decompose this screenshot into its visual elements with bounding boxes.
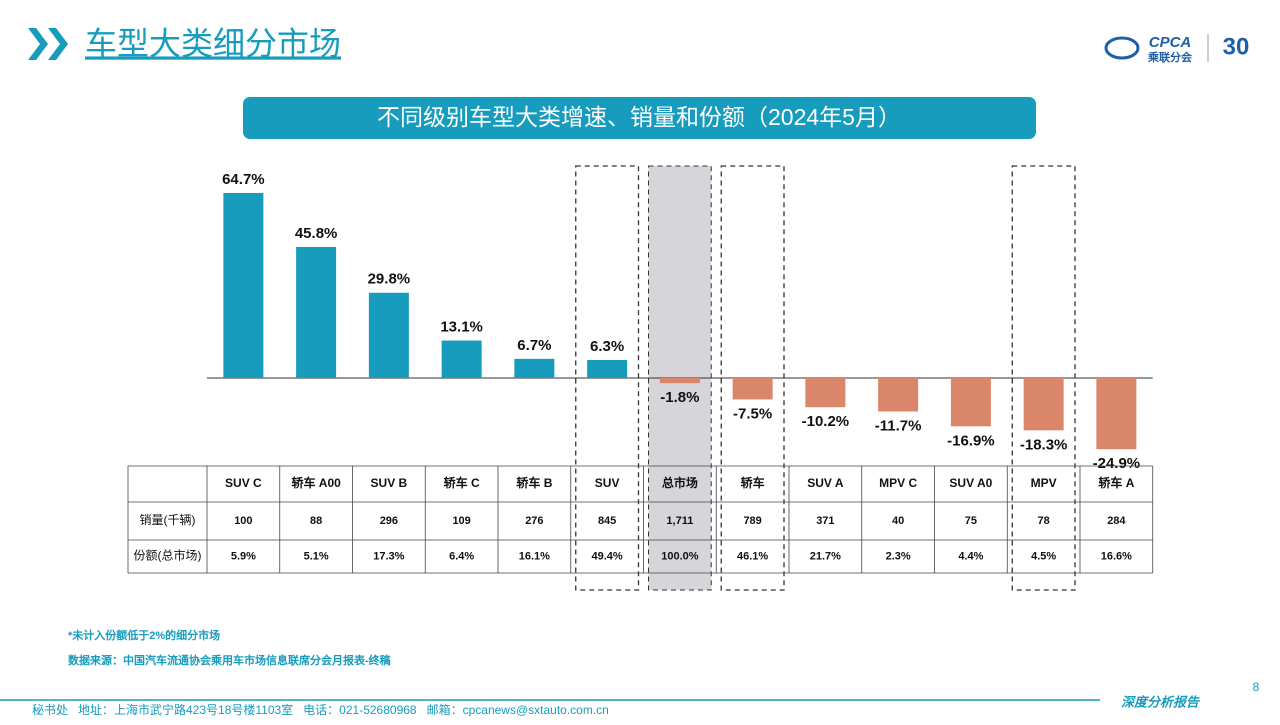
- table-cell: 371: [816, 515, 834, 527]
- value-label: 6.7%: [517, 337, 551, 354]
- table-cell: 4.5%: [1031, 550, 1056, 562]
- note: *未计入份额低于2%的细分市场: [68, 628, 220, 642]
- table-cell: 296: [380, 515, 398, 527]
- table-cell: 49.4%: [592, 550, 623, 562]
- table-cell: 21.7%: [810, 550, 841, 562]
- column-header: 轿车 B: [516, 475, 552, 490]
- table-cell: 16.6%: [1101, 550, 1132, 562]
- table-cell: 789: [743, 515, 761, 527]
- bar: [1023, 378, 1064, 431]
- value-label: -10.2%: [802, 413, 850, 430]
- table-cell: 100.0%: [661, 550, 699, 562]
- value-label: 29.8%: [368, 271, 411, 288]
- chevron-icon: [28, 28, 68, 60]
- bar: [296, 247, 337, 378]
- bar: [659, 378, 700, 384]
- column-header: 轿车 A: [1098, 475, 1134, 490]
- value-label: -18.3%: [1020, 436, 1068, 453]
- table-cell: 40: [892, 515, 904, 527]
- column-header: 总市场: [662, 475, 698, 490]
- logo-subtext: 乘联分会: [1147, 50, 1193, 64]
- footer-contact: 秘书处 地址：上海市武宁路423号18号楼1103室 电话：021-526809…: [32, 702, 609, 717]
- table-cell: 4.4%: [958, 550, 983, 562]
- footer-tag: 深度分析报告: [1121, 694, 1201, 709]
- value-label: -24.9%: [1093, 455, 1141, 472]
- value-label: 6.3%: [590, 338, 624, 355]
- column-header: 轿车 A00: [291, 475, 341, 490]
- chart: 64.7% 45.8% 29.8% 13.1% 6.7% 6.3% -1.8% -7.5% -1…: [127, 165, 1154, 591]
- bar: [1096, 378, 1137, 450]
- table-cell: 845: [598, 515, 616, 527]
- logo-mark: [1104, 36, 1140, 60]
- column-header: SUV A0: [949, 476, 992, 490]
- bar: [950, 378, 991, 427]
- logo-text: CPCA: [1149, 34, 1192, 51]
- bar: [368, 292, 409, 378]
- bar: [878, 378, 919, 412]
- chart-title-band: [243, 97, 1036, 139]
- table-cell: 100: [234, 515, 252, 527]
- value-label: -1.8%: [660, 389, 699, 406]
- table-cell: 17.3%: [373, 550, 404, 562]
- table-cell: 16.1%: [519, 550, 550, 562]
- bar: [587, 359, 628, 378]
- table-cell: 75: [965, 515, 977, 527]
- table-cell: 78: [1038, 515, 1050, 527]
- table-cell: 88: [310, 515, 322, 527]
- row-label: 份额(总市场): [134, 548, 202, 563]
- value-label: 45.8%: [295, 225, 338, 242]
- value-label: -16.9%: [947, 432, 995, 449]
- column-header: MPV C: [879, 476, 917, 490]
- value-label: 64.7%: [222, 171, 265, 188]
- anniversary: 30: [1223, 33, 1250, 60]
- table-cell: 46.1%: [737, 550, 768, 562]
- table-cell: 276: [525, 515, 543, 527]
- bar: [732, 378, 773, 400]
- chart-title: 不同级别车型大类增速、销量和份额（2024年5月）: [377, 104, 901, 130]
- page-title: 车型大类细分市场: [85, 25, 341, 61]
- value-label: -7.5%: [733, 405, 772, 422]
- column-header: SUV A: [807, 476, 844, 490]
- value-label: 13.1%: [440, 319, 483, 336]
- table-cell: 6.4%: [449, 550, 474, 562]
- value-label: -11.7%: [875, 417, 922, 434]
- page-number: 8: [1253, 680, 1260, 694]
- column-header: SUV: [595, 476, 620, 490]
- bar: [514, 358, 555, 378]
- column-header: 轿车 C: [444, 475, 480, 490]
- note: 数据来源：中国汽车流通协会乘用车市场信息联席分会月报表-终稿: [68, 653, 391, 667]
- column-header: SUV B: [371, 476, 408, 490]
- table-cell: 284: [1107, 515, 1126, 527]
- column-header: SUV C: [225, 476, 262, 490]
- bar: [441, 340, 482, 378]
- table-cell: 109: [452, 515, 470, 527]
- table-cell: 2.3%: [886, 550, 911, 562]
- bar: [223, 192, 264, 378]
- column-header: 轿车: [741, 475, 765, 490]
- table-cell: 5.1%: [304, 550, 329, 562]
- table-cell: 1,711: [666, 515, 693, 527]
- column-header: MPV: [1031, 476, 1057, 490]
- table-cell: 5.9%: [231, 550, 256, 562]
- bar: [805, 378, 846, 408]
- row-label: 销量(千辆): [140, 513, 196, 527]
